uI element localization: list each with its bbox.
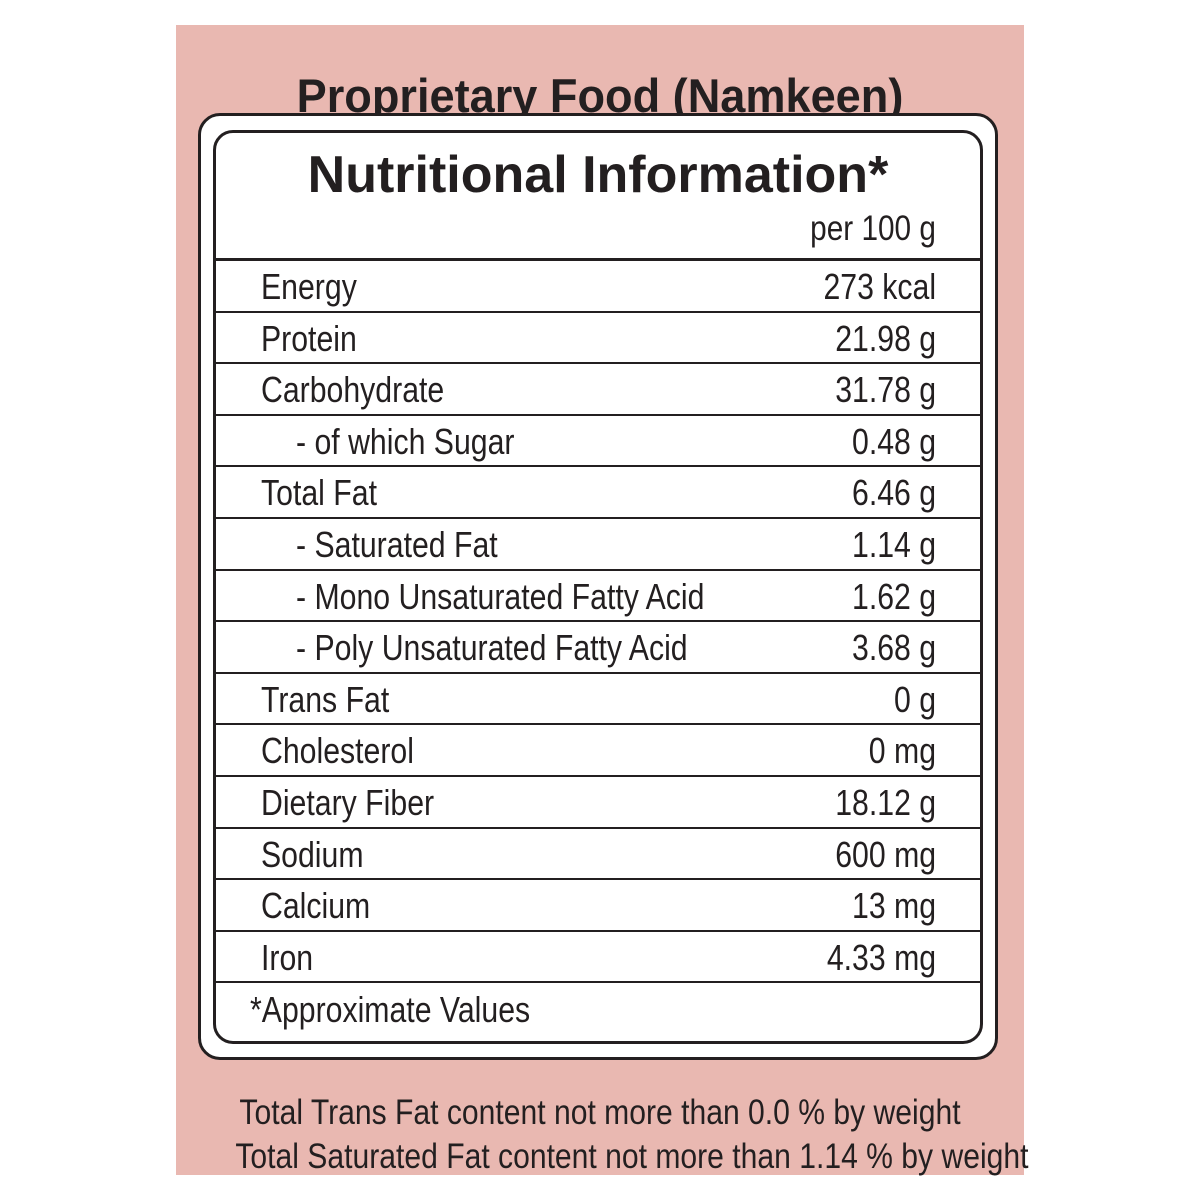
nutrient-label: Sodium bbox=[261, 833, 364, 875]
table-row: Sodium 600 mg bbox=[216, 829, 980, 881]
table-row: - Mono Unsaturated Fatty Acid 1.62 g bbox=[216, 571, 980, 623]
nutrient-value: 273 kcal bbox=[823, 266, 936, 307]
nutrient-label: - Saturated Fat bbox=[296, 523, 498, 565]
nutrient-label: - Mono Unsaturated Fatty Acid bbox=[296, 575, 705, 617]
nutrient-label: Dietary Fiber bbox=[261, 781, 435, 823]
nutrient-label: - Poly Unsaturated Fatty Acid bbox=[296, 627, 688, 669]
table-row: Iron 4.33 mg bbox=[216, 932, 980, 984]
nutrient-value: 4.33 mg bbox=[826, 936, 936, 978]
nutrient-label: Protein bbox=[261, 317, 357, 359]
table-row: Carbohydrate 31.78 g bbox=[216, 364, 980, 416]
nutrient-value: 31.78 g bbox=[835, 369, 936, 411]
nutrient-label: Trans Fat bbox=[261, 678, 390, 720]
nutrient-label: - of which Sugar bbox=[296, 420, 515, 462]
nutrition-table: Nutritional Information* per 100 g Energ… bbox=[213, 130, 983, 1044]
nutrient-label: Calcium bbox=[261, 885, 371, 927]
saturated-fat-note: Total Saturated Fat content not more tha… bbox=[235, 1137, 1029, 1176]
nutrient-label: Carbohydrate bbox=[261, 369, 445, 411]
table-row: Calcium 13 mg bbox=[216, 880, 980, 932]
nutrient-value: 0 mg bbox=[868, 730, 936, 772]
table-row: Protein 21.98 g bbox=[216, 313, 980, 365]
table-row: Dietary Fiber 18.12 g bbox=[216, 777, 980, 829]
nutrient-rows: Energy 273 kcal Protein 21.98 g Carbohydrate… bbox=[216, 261, 980, 984]
table-row: - of which Sugar 0.48 g bbox=[216, 416, 980, 468]
nutrient-value: 0 g bbox=[893, 678, 936, 720]
nutrient-label: Total Fat bbox=[261, 472, 377, 514]
nutrient-value: 13 mg bbox=[851, 885, 936, 927]
nutrient-value: 3.68 g bbox=[851, 627, 936, 669]
nutrient-label: Iron bbox=[261, 936, 314, 978]
serving-basis: per 100 g bbox=[810, 209, 936, 248]
table-row: Energy 273 kcal bbox=[216, 261, 980, 313]
table-header: Nutritional Information* per 100 g bbox=[216, 133, 980, 261]
table-row: - Saturated Fat 1.14 g bbox=[216, 519, 980, 571]
table-row: Trans Fat 0 g bbox=[216, 674, 980, 726]
nutrient-value: 18.12 g bbox=[835, 781, 936, 823]
table-heading: Nutritional Information* bbox=[307, 146, 889, 204]
footnote: *Approximate Values bbox=[250, 989, 531, 1030]
nutrient-value: 1.14 g bbox=[851, 523, 936, 565]
table-row: Cholesterol 0 mg bbox=[216, 725, 980, 777]
nutrient-value: 0.48 g bbox=[851, 420, 936, 462]
table-row: - Poly Unsaturated Fatty Acid 3.68 g bbox=[216, 622, 980, 674]
nutrient-label: Energy bbox=[261, 266, 357, 307]
nutrient-value: 1.62 g bbox=[851, 575, 936, 617]
nutrient-value: 6.46 g bbox=[851, 472, 936, 514]
trans-fat-note: Total Trans Fat content not more than 0.… bbox=[239, 1093, 961, 1132]
nutrient-label: Cholesterol bbox=[261, 730, 414, 772]
nutrient-value: 600 mg bbox=[835, 833, 936, 875]
table-row: Total Fat 6.46 g bbox=[216, 467, 980, 519]
nutrient-value: 21.98 g bbox=[835, 317, 936, 359]
